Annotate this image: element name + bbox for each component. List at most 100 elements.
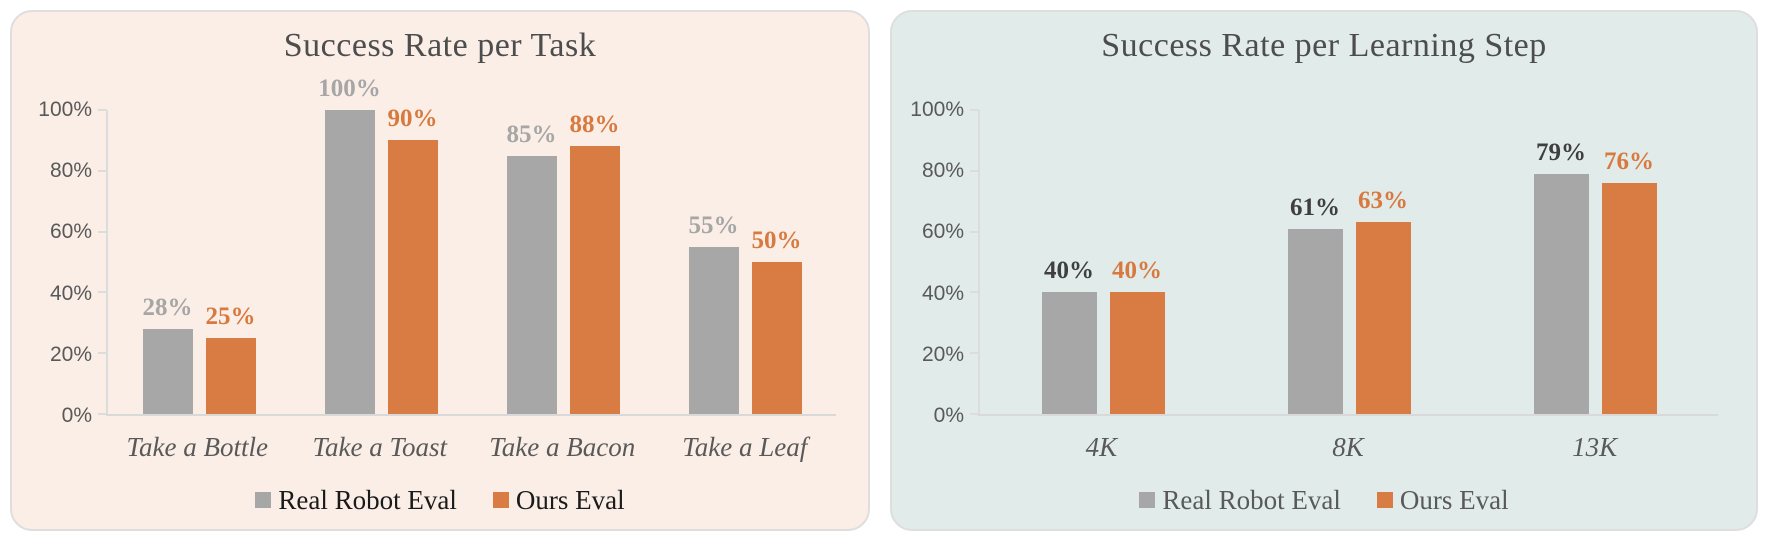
y-axis-tick — [970, 109, 979, 111]
y-axis-tick — [98, 413, 107, 415]
legend-label: Ours Eval — [1399, 484, 1509, 515]
bar-group: 100% 90% — [290, 75, 472, 414]
bar-real-robot-eval — [324, 110, 375, 414]
bar-value-label: 40% — [1112, 257, 1162, 285]
y-axis-tick — [970, 169, 979, 172]
bar-group: 55% 50% — [654, 110, 836, 414]
task-chart-card: Success Rate per Task 100% 80% 60% 40% 20% 0%… — [10, 10, 870, 531]
legend-item: Real Robot Eval — [1139, 484, 1341, 516]
bar-wrap: 40% — [1109, 110, 1165, 414]
bar-wrap: 88% — [569, 110, 620, 414]
bar-ours-eval — [751, 262, 802, 414]
bar-real-robot-eval — [1533, 173, 1589, 414]
y-axis-label: 0% — [61, 404, 92, 427]
chart-plot-region: 100% 80% 60% 40% 20% 0% 40% 40% 61% 63% 79% 76% — [892, 98, 1756, 427]
category-label: 4K — [1085, 432, 1118, 462]
bar-ours-eval — [1355, 222, 1411, 414]
bar-ours-eval — [1601, 182, 1657, 414]
bar-wrap: 55% — [688, 110, 739, 414]
plot-area: 40% 40% 61% 63% 79% 76% — [970, 109, 1718, 416]
bar-wrap: 100% — [318, 75, 381, 414]
bar-wrap: 63% — [1355, 110, 1411, 414]
bar-wrap: 85% — [506, 110, 557, 414]
bar-group: 61% 63% — [1226, 110, 1472, 414]
legend: Real Robot Eval Ours Eval — [12, 485, 868, 515]
bar-value-label: 63% — [1358, 187, 1408, 215]
y-axis-label: 40% — [49, 281, 92, 305]
y-axis-tick — [98, 291, 107, 294]
bar-wrap: 40% — [1041, 110, 1097, 414]
bar-value-label: 55% — [688, 211, 739, 239]
learning-step-chart-card: Success Rate per Learning Step 100% 80% 60… — [890, 10, 1758, 531]
y-axis: 100% 80% 60% 40% 20% 0% — [892, 98, 978, 427]
category-label: 13K — [1572, 432, 1618, 462]
chart-plot-region: 100% 80% 60% 40% 20% 0% 28% 25% 100% 90% 85% 88% 55… — [12, 75, 868, 427]
x-axis: 4K 8K 13K — [892, 432, 1756, 463]
chart-title: Success Rate per Learning Step — [1101, 27, 1547, 64]
bar-value-label: 50% — [751, 227, 802, 254]
bar-ours-eval — [1109, 292, 1165, 414]
bar-real-robot-eval — [688, 246, 739, 414]
category-label: Take a Bottle — [126, 432, 269, 462]
legend-label: Ours Eval — [515, 484, 625, 515]
bar-ours-eval — [387, 140, 438, 414]
y-axis-label: 60% — [49, 220, 92, 244]
y-axis-tick — [98, 352, 107, 355]
bar-real-robot-eval — [1287, 228, 1343, 414]
bar-group: 28% 25% — [108, 110, 290, 414]
y-axis-tick — [98, 169, 107, 172]
legend-item: Real Robot Eval — [255, 484, 457, 516]
y-axis-label: 0% — [933, 404, 964, 427]
bar-wrap: 50% — [751, 110, 802, 414]
y-axis-label: 20% — [49, 342, 92, 366]
x-axis-spacer — [892, 432, 978, 463]
y-axis-tick — [970, 413, 979, 415]
x-axis-spacer — [12, 432, 106, 463]
y-axis-label: 60% — [921, 220, 964, 244]
legend-swatch-icon — [492, 492, 509, 508]
bar-wrap: 28% — [142, 110, 193, 414]
y-axis-tick — [970, 352, 979, 355]
bar-wrap: 79% — [1533, 110, 1589, 414]
category-labels: Take a Bottle Take a Toast Take a Bacon Tak… — [106, 432, 836, 463]
bar-groups: 28% 25% 100% 90% 85% 88% 55% 50% — [108, 75, 836, 414]
bar-real-robot-eval — [1041, 292, 1097, 414]
legend-swatch-icon — [1376, 492, 1393, 508]
y-axis-tick — [970, 230, 979, 233]
x-axis: Take a Bottle Take a Toast Take a Bacon Tak… — [12, 432, 868, 463]
bar-value-label: 25% — [205, 303, 256, 330]
legend-label: Real Robot Eval — [1162, 484, 1341, 515]
y-axis: 100% 80% 60% 40% 20% 0% — [12, 98, 106, 427]
bar-group: 40% 40% — [980, 110, 1226, 414]
legend: Real Robot Eval Ours Eval — [892, 485, 1756, 515]
legend-item: Ours Eval — [492, 484, 625, 516]
y-axis-label: 80% — [921, 159, 964, 183]
bar-value-label: 90% — [387, 105, 438, 133]
y-axis-label: 40% — [921, 281, 964, 305]
bar-groups: 40% 40% 61% 63% 79% 76% — [980, 110, 1718, 414]
category-label: 8K — [1332, 432, 1364, 462]
bar-ours-eval — [569, 146, 620, 414]
legend-swatch-icon — [1139, 492, 1156, 508]
bar-group: 85% 88% — [472, 110, 654, 414]
bar-wrap: 25% — [205, 110, 256, 414]
bar-real-robot-eval — [142, 328, 193, 414]
category-label: Take a Toast — [312, 432, 448, 462]
bar-value-label: 40% — [1044, 257, 1094, 285]
bar-wrap: 76% — [1601, 110, 1657, 414]
bar-wrap: 90% — [387, 105, 438, 414]
bar-ours-eval — [205, 338, 256, 414]
bar-value-label: 76% — [1604, 147, 1654, 175]
legend-swatch-icon — [255, 492, 272, 508]
y-axis-label: 20% — [921, 342, 964, 366]
category-label: Take a Leaf — [682, 432, 808, 462]
bar-value-label: 85% — [506, 120, 557, 148]
category-label: Take a Bacon — [489, 432, 636, 462]
chart-title: Success Rate per Task — [283, 27, 597, 64]
bar-wrap: 61% — [1287, 110, 1343, 414]
y-axis-label: 100% — [910, 98, 964, 121]
legend-label: Real Robot Eval — [278, 484, 457, 515]
y-axis-tick — [98, 109, 107, 111]
y-axis-label: 100% — [38, 98, 92, 121]
bar-group: 79% 76% — [1472, 110, 1718, 414]
